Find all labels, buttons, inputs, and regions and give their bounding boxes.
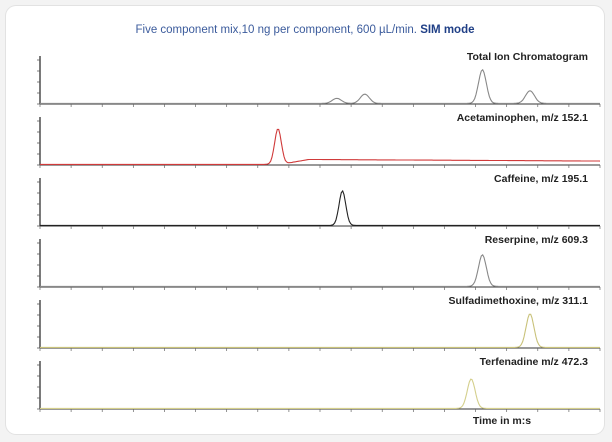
- trace-label: Acetaminophen, m/z 152.1: [457, 112, 588, 124]
- trace-line: [40, 313, 600, 348]
- trace-line: [40, 128, 601, 165]
- chromatogram-chart: Total Ion Chromatogram Acetaminophen, m/z…: [37, 51, 601, 427]
- trace-label: Reserpine, m/z 609.3: [485, 234, 588, 246]
- x-axis-label: Time in m:s: [473, 415, 531, 427]
- trace-label: Terfenadine m/z 472.3: [480, 356, 589, 368]
- trace-label: Sulfadimethoxine, m/z 311.1: [449, 295, 589, 307]
- trace-label: Caffeine, m/z 195.1: [494, 173, 588, 185]
- trace-line: [40, 378, 600, 409]
- trace-line: [40, 254, 600, 287]
- figure-title-text: Five component mix,10 ng per component, …: [135, 24, 417, 36]
- figure-title-mode: SIM mode: [420, 24, 475, 36]
- figure-card: Five component mix,10 ng per component, …: [6, 6, 604, 434]
- trace-line: [40, 68, 600, 104]
- trace-line: [40, 189, 600, 226]
- trace-label: Total Ion Chromatogram: [467, 51, 588, 63]
- figure-title: Five component mix,10 ng per component, …: [6, 24, 604, 36]
